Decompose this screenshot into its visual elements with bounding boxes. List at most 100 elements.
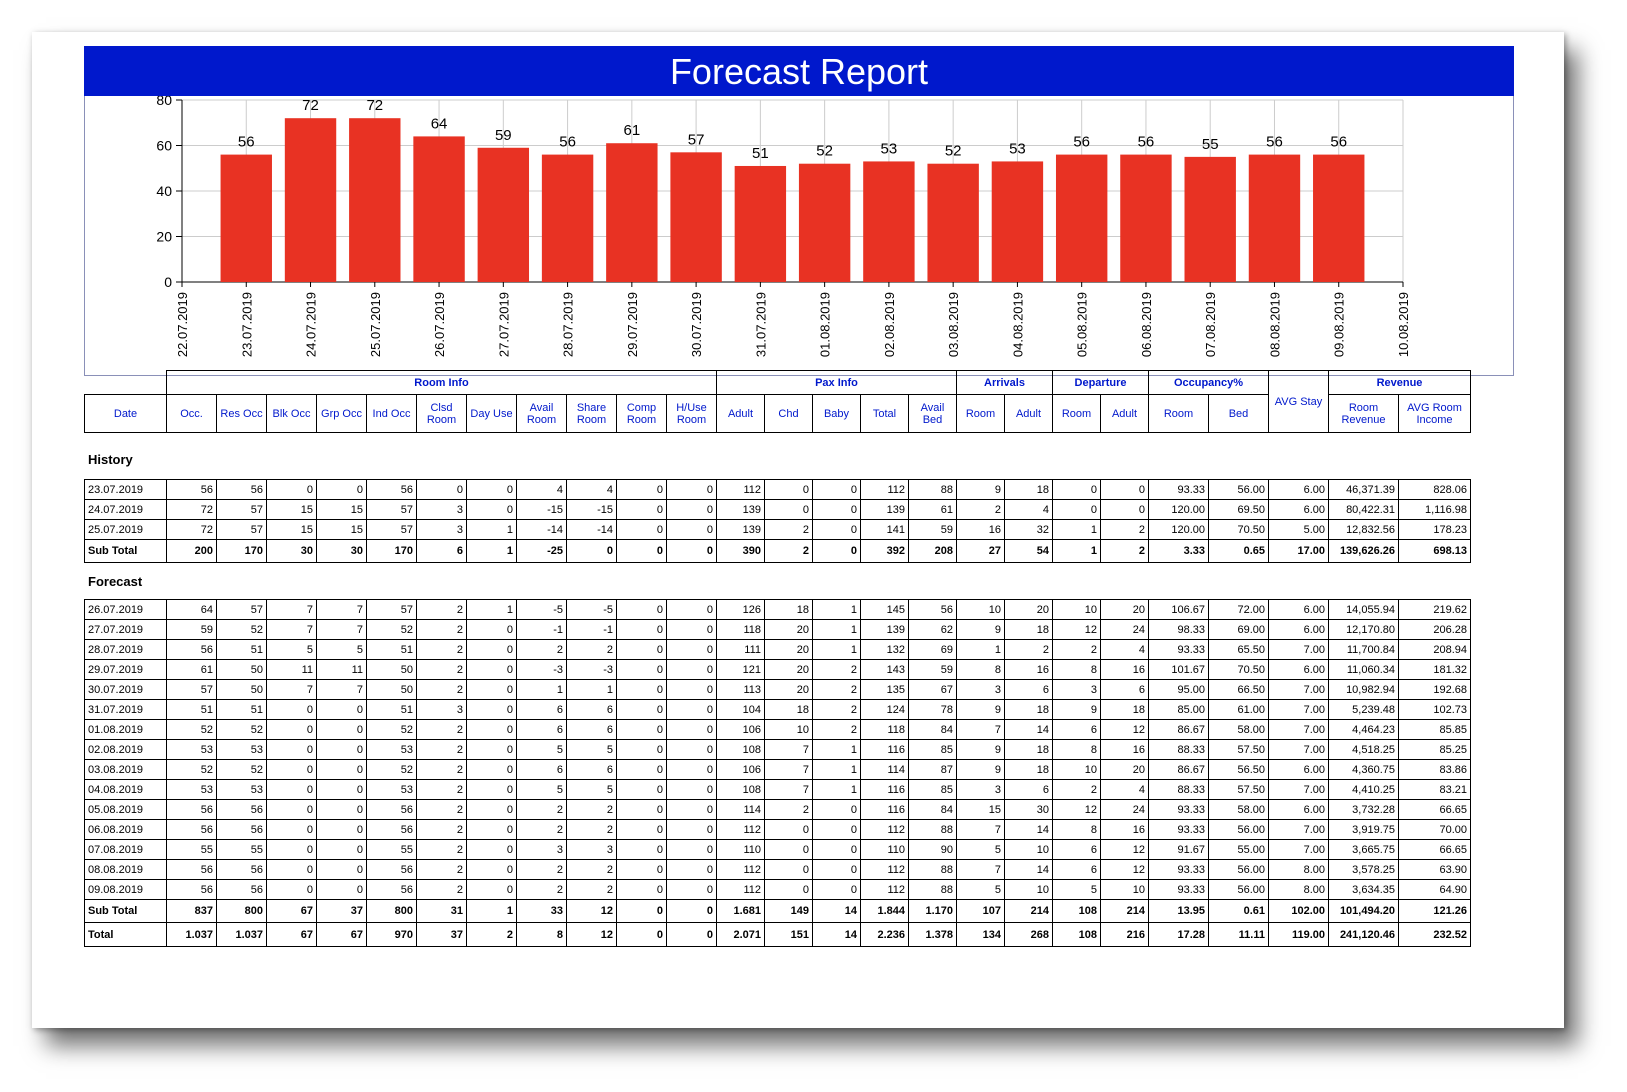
subtotal-cell: 107 xyxy=(956,899,1005,923)
table-cell: 50 xyxy=(216,659,267,680)
table-cell: 11,060.34 xyxy=(1328,659,1399,680)
table-cell: 88.33 xyxy=(1148,779,1209,800)
total-cell: 67 xyxy=(266,922,317,947)
table-cell: 2 xyxy=(566,799,617,820)
table-cell: 26.07.2019 xyxy=(84,599,167,620)
table-cell: 108 xyxy=(716,779,765,800)
table-cell: 7 xyxy=(764,759,813,780)
table-cell: 56.00 xyxy=(1208,879,1269,900)
subtotal-row: Sub Total 837 800 67 37 800 31 1 33 12 0 0 1.681 149 1… xyxy=(84,899,1471,923)
table-cell: 20 xyxy=(764,619,813,640)
table-cell: 0 xyxy=(266,479,317,500)
subtotal-cell: 37 xyxy=(316,899,367,923)
table-cell: 7.00 xyxy=(1268,639,1329,660)
table-cell: 6.00 xyxy=(1268,759,1329,780)
x-tick-label: 29.07.2019 xyxy=(625,292,640,357)
table-cell: 69.50 xyxy=(1208,499,1269,520)
table-cell: -5 xyxy=(566,599,617,620)
table-cell: 88 xyxy=(908,819,957,840)
total-cell: 119.00 xyxy=(1268,922,1329,947)
table-cell: 4 xyxy=(516,479,567,500)
table-cell: 10 xyxy=(1052,599,1101,620)
subtotal-cell: 3.33 xyxy=(1148,539,1209,563)
bar-value-label: 72 xyxy=(366,97,383,114)
table-cell: 7.00 xyxy=(1268,819,1329,840)
table-cell: 181.32 xyxy=(1398,659,1471,680)
forecast-table: 26.07.2019 64 57 7 7 57 2 1 -5 -5 0 0 126 18 1 145 56 10 2… xyxy=(84,599,1471,947)
table-cell: 0 xyxy=(616,479,667,500)
table-cell: 132 xyxy=(860,639,909,660)
x-tick-label: 08.08.2019 xyxy=(1267,292,1282,357)
table-cell: 143 xyxy=(860,659,909,680)
group-avg-stay: AVG Stay xyxy=(1268,370,1329,433)
table-cell: 5 xyxy=(956,879,1005,900)
table-cell: 16 xyxy=(1100,659,1149,680)
table-cell: 6.00 xyxy=(1268,599,1329,620)
x-tick-label: 30.07.2019 xyxy=(689,292,704,357)
table-cell: 52 xyxy=(366,619,417,640)
bar-value-label: 53 xyxy=(1009,140,1026,157)
table-cell: 24.07.2019 xyxy=(84,499,167,520)
table-cell: 0 xyxy=(316,759,367,780)
table-cell: 51 xyxy=(216,699,267,720)
total-cell: 67 xyxy=(316,922,367,947)
table-cell: 1 xyxy=(812,759,861,780)
table-cell: 139 xyxy=(860,619,909,640)
table-row: 25.07.2019 72 57 15 15 57 3 1 -14 -14 0 0 139 2 0 141 59… xyxy=(84,519,1471,540)
bar-value-label: 55 xyxy=(1202,136,1219,153)
subtotal-cell: 121.26 xyxy=(1398,899,1471,923)
table-cell: 0 xyxy=(764,879,813,900)
table-cell: 0 xyxy=(616,799,667,820)
table-cell: 64.90 xyxy=(1398,879,1471,900)
table-cell: 0 xyxy=(316,859,367,880)
table-cell: 114 xyxy=(716,799,765,820)
table-cell: 11 xyxy=(266,659,317,680)
table-cell: 118 xyxy=(716,619,765,640)
group-occupancy: Occupancy% xyxy=(1148,370,1269,395)
total-cell: 134 xyxy=(956,922,1005,947)
table-cell: 3,665.75 xyxy=(1328,839,1399,860)
table-cell: 25.07.2019 xyxy=(84,519,167,540)
bar-value-label: 56 xyxy=(1138,134,1155,151)
table-cell: 72.00 xyxy=(1208,599,1269,620)
table-cell: -5 xyxy=(516,599,567,620)
bar xyxy=(1120,154,1172,282)
table-cell: 116 xyxy=(860,739,909,760)
x-tick-label: 05.08.2019 xyxy=(1075,292,1090,357)
total-cell: 151 xyxy=(764,922,813,947)
x-tick-label: 04.08.2019 xyxy=(1010,292,1025,357)
column-header: Room xyxy=(1052,394,1101,433)
bar xyxy=(1184,156,1236,282)
subtotal-cell: 31 xyxy=(416,899,467,923)
column-header: AVG Room Income xyxy=(1398,394,1471,433)
table-cell: 135 xyxy=(860,679,909,700)
table-row: 24.07.2019 72 57 15 15 57 3 0 -15 -15 0 0 139 0 0 139 61… xyxy=(84,499,1471,520)
total-cell: 0 xyxy=(616,922,667,947)
table-cell: 56 xyxy=(166,479,217,500)
table-cell: 124 xyxy=(860,699,909,720)
table-cell: 1 xyxy=(812,639,861,660)
table-cell: 72 xyxy=(166,519,217,540)
table-cell: 120.00 xyxy=(1148,519,1209,540)
table-cell: 141 xyxy=(860,519,909,540)
table-cell: 08.08.2019 xyxy=(84,859,167,880)
table-cell: 0 xyxy=(812,879,861,900)
column-header: Avail Room xyxy=(516,394,567,433)
table-cell: 5,239.48 xyxy=(1328,699,1399,720)
table-cell: 2 xyxy=(416,879,467,900)
table-cell: 120.00 xyxy=(1148,499,1209,520)
table-cell: 3 xyxy=(956,779,1005,800)
table-cell: 80,422.31 xyxy=(1328,499,1399,520)
table-cell: 84 xyxy=(908,719,957,740)
table-cell: 55 xyxy=(366,839,417,860)
table-cell: 15 xyxy=(266,519,317,540)
table-cell: 18 xyxy=(1004,619,1053,640)
table-cell: 56 xyxy=(166,819,217,840)
subtotal-cell: 170 xyxy=(366,539,417,563)
table-cell: 0 xyxy=(812,799,861,820)
table-cell: 0 xyxy=(466,659,517,680)
table-cell: 93.33 xyxy=(1148,479,1209,500)
total-cell: 0 xyxy=(666,922,717,947)
table-cell: 1 xyxy=(466,599,517,620)
table-cell: 0 xyxy=(266,719,317,740)
